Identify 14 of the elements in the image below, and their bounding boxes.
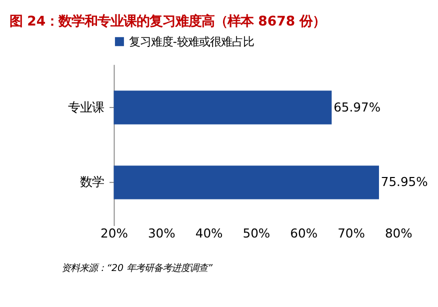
data-label: 75.95%: [380, 175, 428, 190]
x-tick-label: 70%: [338, 226, 366, 240]
y-tick-label: 专业课: [68, 100, 104, 114]
x-tick-label: 20%: [100, 226, 128, 240]
x-tick-label: 80%: [384, 226, 413, 240]
data-label: 65.97%: [334, 100, 381, 114]
x-tick-label: 60%: [290, 226, 318, 240]
x-tick-label: 40%: [195, 226, 224, 240]
x-tick-label: 30%: [148, 226, 176, 240]
text: 资料来源：“20 年考研备考进度调查”: [62, 262, 213, 274]
x-tick-label: 50%: [242, 226, 270, 240]
y-tick-label: 数学: [80, 175, 104, 190]
chart-title: 图 24：数学和专业课的复习难度高（样本 8678 份）: [9, 13, 326, 30]
legend-label: 复习难度-较难或很难占比: [128, 34, 254, 48]
